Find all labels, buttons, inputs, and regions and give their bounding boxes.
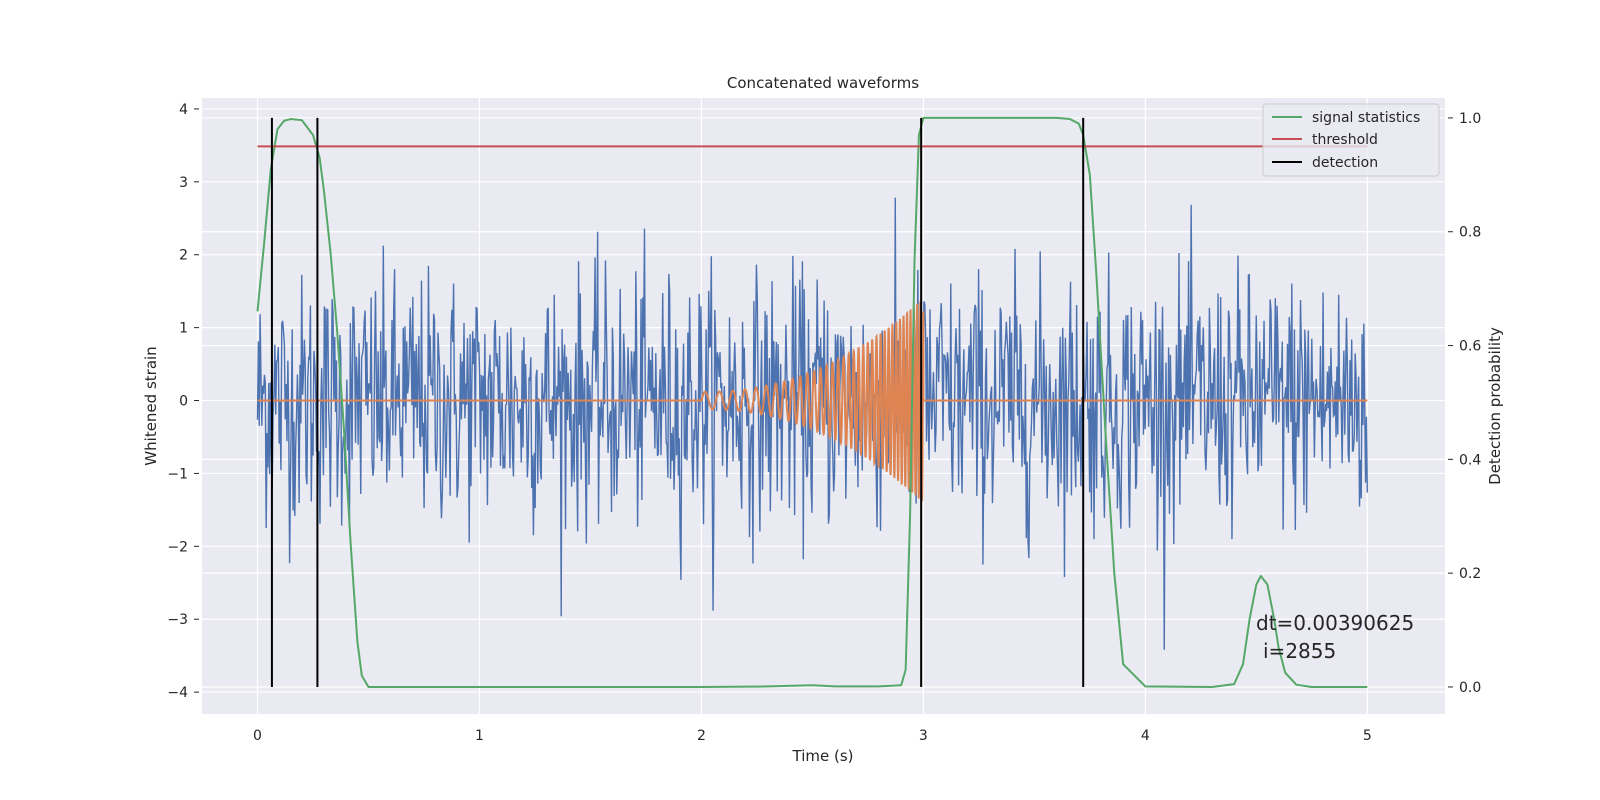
x-tick-label: 3: [919, 728, 928, 744]
y-tick-label: 4: [179, 102, 188, 118]
legend-label-detection: detection: [1312, 155, 1378, 171]
x-tick-label: 5: [1363, 728, 1372, 744]
legend-box: [1262, 103, 1440, 177]
legend-label-signal-statistics: signal statistics: [1312, 110, 1420, 126]
x-tick-label: 1: [475, 728, 484, 744]
y2-tick-label: 1.0: [1459, 111, 1481, 127]
chart-title: Concatenated waveforms: [727, 74, 919, 92]
injected-waveform-line: [257, 301, 1368, 502]
right-axis-series: [256, 116, 1368, 688]
x-axis-label: Time (s): [792, 747, 854, 765]
y-tick-label: 2: [179, 248, 188, 264]
legend: signal statistics threshold detection: [1262, 103, 1440, 177]
injected-waveform-series: [257, 301, 1368, 502]
y2-tick-label: 0.6: [1459, 339, 1481, 355]
y-tick-label: −1: [167, 466, 188, 482]
x-tick-label: 4: [1141, 728, 1150, 744]
y2-tick-label: 0.8: [1459, 225, 1481, 241]
y-tick-label: 1: [179, 321, 188, 337]
annotation-dt: dt=0.00390625: [1256, 611, 1414, 635]
strain-noise-line: [256, 197, 1369, 650]
y2-tick-label: 0.2: [1459, 566, 1481, 582]
annotation-i: i=2855: [1263, 639, 1336, 663]
y2-tick-label: 0.0: [1459, 680, 1481, 696]
strain-noise-series: [256, 197, 1369, 650]
y-tick-label: −4: [167, 685, 188, 701]
y-tick-label: 3: [179, 175, 188, 191]
y-axis-label: Whitened strain: [142, 346, 160, 465]
y2-axis-label: Detection probability: [1486, 327, 1504, 485]
tick-labels: 0 1 2 3 4 5 4 3 2 1 0 −1 −2 −3 −4 1.0 0.8 0.6 0.4 0.2 0.0: [167, 102, 1481, 744]
x-tick-label: 2: [697, 728, 706, 744]
y-tick-label: −2: [167, 539, 188, 555]
signal-statistics-line: [256, 116, 1368, 688]
legend-label-threshold: threshold: [1312, 132, 1378, 148]
x-tick-label: 0: [253, 728, 262, 744]
y-tick-label: −3: [167, 612, 188, 628]
y2-tick-label: 0.4: [1459, 452, 1481, 468]
y-tick-label: 0: [179, 394, 188, 410]
